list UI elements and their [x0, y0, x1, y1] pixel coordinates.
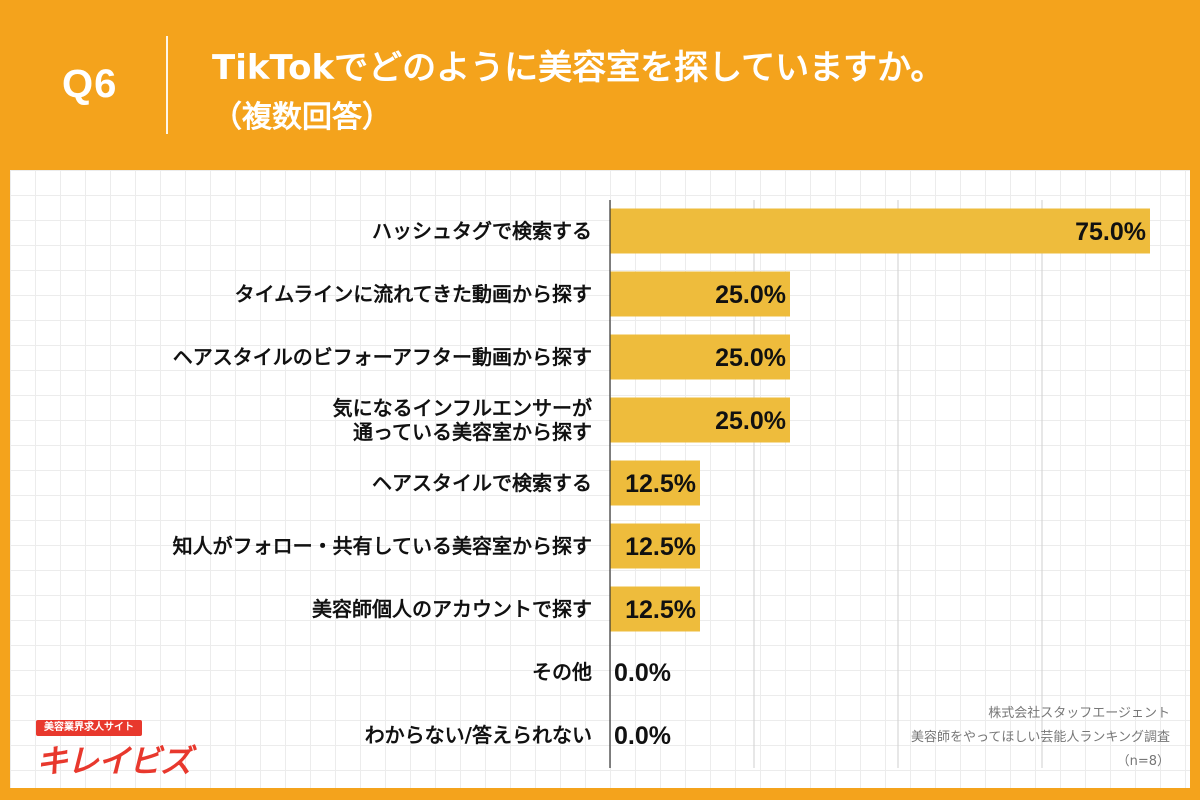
bar-5: [610, 460, 700, 506]
kireibiz-logo: 美容業界求人サイト キレイビズ: [36, 720, 216, 780]
bar-6: [610, 523, 700, 569]
category-label-8: その他: [532, 660, 592, 684]
logo-tagline: 美容業界求人サイト: [36, 720, 142, 736]
bar-2: [610, 271, 790, 317]
value-label-5: 12.5%: [625, 470, 696, 498]
category-label-2: タイムラインに流れてきた動画から探す: [235, 282, 592, 306]
category-label-1: ハッシュタグで検索する: [372, 219, 592, 243]
bar-3: [610, 334, 790, 380]
value-label-1: 75.0%: [1075, 218, 1146, 246]
bar-4: [610, 397, 790, 443]
value-label-3: 25.0%: [715, 344, 786, 372]
value-label-9: 0.0%: [614, 722, 671, 750]
chart-panel: ハッシュタグで検索する 75.0% タイムラインに流れてきた動画から探す 25.0% ヘ…: [10, 170, 1190, 788]
value-label-8: 0.0%: [614, 659, 671, 687]
bar-1: [610, 208, 1150, 254]
question-subtitle: （複数回答）: [212, 100, 392, 135]
value-label-6: 12.5%: [625, 533, 696, 561]
value-label-7: 12.5%: [625, 596, 696, 624]
bar-7: [610, 586, 700, 632]
source-sample-size: （n=8）: [1116, 754, 1170, 769]
bar-chart: ハッシュタグで検索する 75.0% タイムラインに流れてきた動画から探す 25.0% ヘ…: [173, 200, 1150, 768]
category-label-6: 知人がフォロー・共有している美容室から探す: [173, 534, 592, 558]
header: Q6 TikTokでどのように美容室を探していますか。 （複数回答）: [0, 0, 1200, 170]
category-label-4: 気になるインフルエンサーが通っている美容室から探す: [333, 396, 592, 444]
category-label-5: ヘアスタイルで検索する: [372, 471, 592, 495]
logo-wordmark: キレイビズ: [36, 742, 192, 780]
value-label-4: 25.0%: [715, 407, 786, 435]
source-company: 株式会社スタッフエージェント: [988, 706, 1170, 721]
question-number: Q6: [62, 62, 118, 106]
value-label-2: 25.0%: [715, 281, 786, 309]
source-survey: 美容師をやってほしい芸能人ランキング調査: [911, 730, 1170, 745]
source-note: 株式会社スタッフエージェント 美容師をやってほしい芸能人ランキング調査 （n=8…: [911, 702, 1170, 774]
category-label-9: わからない/答えられない: [365, 723, 592, 747]
category-label-3: ヘアスタイルのビフォーアフター動画から探す: [173, 345, 592, 369]
question-title: TikTokでどのように美容室を探していますか。: [212, 48, 945, 88]
header-divider: [166, 36, 168, 134]
category-label-7: 美容師個人のアカウントで探す: [312, 597, 592, 621]
